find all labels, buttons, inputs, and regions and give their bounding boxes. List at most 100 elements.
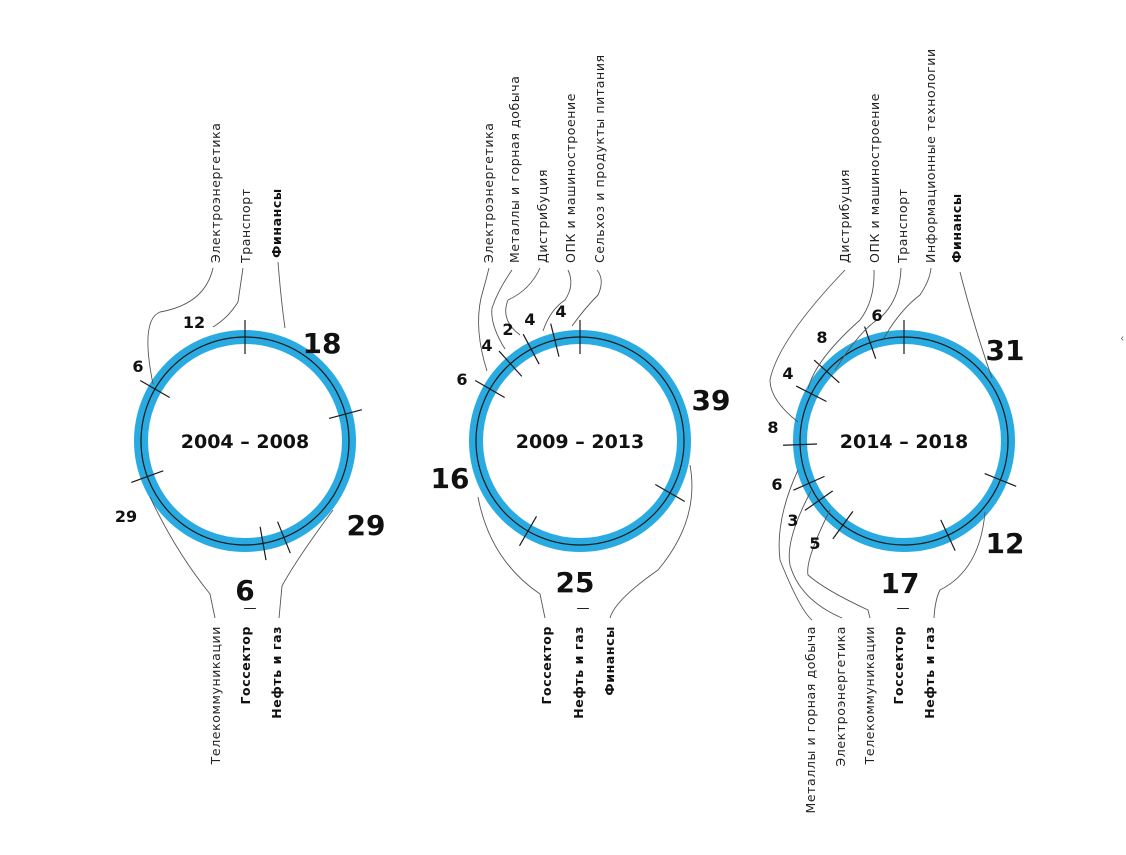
segment-value: 4 [481,336,492,355]
segment-value: 6 [235,574,254,607]
leader-line [807,509,871,619]
segment-value: 18 [303,327,342,360]
segment-label: Металлы и горная добыча [803,626,818,814]
segment-value: 29 [347,509,386,542]
segment-divider [864,326,877,359]
label-dash: — [577,601,590,616]
segment-value: 39 [692,384,731,417]
segment-value: 31 [986,334,1025,367]
segment-value: 25 [556,566,595,599]
segment-value: 4 [524,310,535,329]
segment-label: Госсектор [539,626,554,705]
segment-divider [328,409,363,420]
leader-line [769,269,846,423]
segment-divider [804,490,834,511]
leader-line [478,267,490,372]
leader-line [788,490,843,619]
leader-line [477,496,546,619]
segment-divider [795,385,827,403]
segment-value: 29 [115,507,137,526]
segment-label: Электроэнергетика [208,122,223,263]
leader-line [883,267,932,339]
leader-line [278,509,334,619]
segment-value: 2 [502,320,513,339]
segment-label: Электроэнергетика [833,626,848,767]
leader-line [959,271,993,379]
segment-label: Телекоммуникации [862,626,877,765]
segment-label: Финансы [269,188,284,258]
segment-value: 12 [183,313,205,332]
segment-divider [655,483,686,503]
segment-divider [550,323,560,357]
leader-line [542,269,572,332]
segment-value: 6 [871,306,882,325]
period-title: 2004 – 2008 [181,431,310,453]
segment-label: Электроэнергетика [481,122,496,263]
segment-divider [522,333,540,365]
segment-label: ОПК и машиностроение [867,93,882,263]
segment-label: ОПК и машиностроение [563,93,578,263]
segment-label: Дистрибуция [837,169,852,263]
segment-divider [813,359,840,384]
segment-value: 6 [771,475,782,494]
segment-divider [793,475,825,491]
ring-chart-2004-2008: 2004 – 2008 18 Финансы 29 Нефть и газ 6 Госсек… [115,122,386,765]
segment-label: Металлы и горная добыча [507,75,522,263]
segment-value: 3 [787,511,798,530]
segment-label: Нефть и газ [571,626,586,719]
segment-value: 4 [782,364,793,383]
segment-divider [474,379,505,399]
segment-divider [832,511,854,540]
leader-line [277,261,286,329]
segment-value: 12 [986,527,1025,560]
segment-value: 16 [431,462,470,495]
segment-divider [940,519,956,551]
segment-label: Финансы [602,626,617,696]
segment-value: 8 [816,328,827,347]
segment-label: Сельхоз и продукты питания [592,54,607,263]
ring-chart-2014-2018: 2014 – 2018 31 Финансы 12 Нефть и газ 17 Госсе… [767,48,1024,813]
leader-line [505,267,541,336]
segment-divider [984,473,1017,487]
segment-value: 17 [881,567,920,600]
segment-divider [139,379,170,399]
period-title: 2009 – 2013 [516,431,645,453]
leader-line [609,464,693,619]
leader-line [933,511,986,619]
leader-line [147,267,214,385]
period-title: 2014 – 2018 [840,431,969,453]
leader-line [491,269,513,350]
segment-label: Информационные технологии [923,48,938,263]
segment-divider [277,521,291,554]
segment-label: Госсектор [891,626,906,705]
segment-divider [518,516,538,547]
segment-divider [783,443,818,446]
segment-label: Финансы [949,193,964,263]
segment-label: Транспорт [895,188,910,264]
leader-line [571,269,602,327]
edge-glyph: ‹ [1120,333,1124,344]
leader-line [212,267,244,328]
segment-value: 5 [809,534,820,553]
leader-line [149,496,216,619]
leader-line [778,469,813,621]
leader-line [807,269,875,390]
ring-chart-2009-2013: 2009 – 2013 39 Финансы 25 Нефть и газ 16 Госсе… [431,54,731,718]
label-dash: — [897,601,910,616]
segment-value: 4 [555,302,566,321]
segment-label: Дистрибуция [535,169,550,263]
segment-label: Нефть и газ [922,626,937,719]
segment-label: Телекоммуникации [208,626,223,765]
segment-label: Транспорт [238,188,253,264]
segment-divider [259,526,267,561]
label-dash: — [244,601,257,616]
segment-divider [131,470,164,483]
segment-value: 8 [767,418,778,437]
segment-label: Госсектор [238,626,253,705]
segment-label: Нефть и газ [269,626,284,719]
segment-value: 6 [132,357,143,376]
leader-line [834,267,902,371]
segment-value: 6 [456,370,467,389]
segment-divider [498,350,523,377]
